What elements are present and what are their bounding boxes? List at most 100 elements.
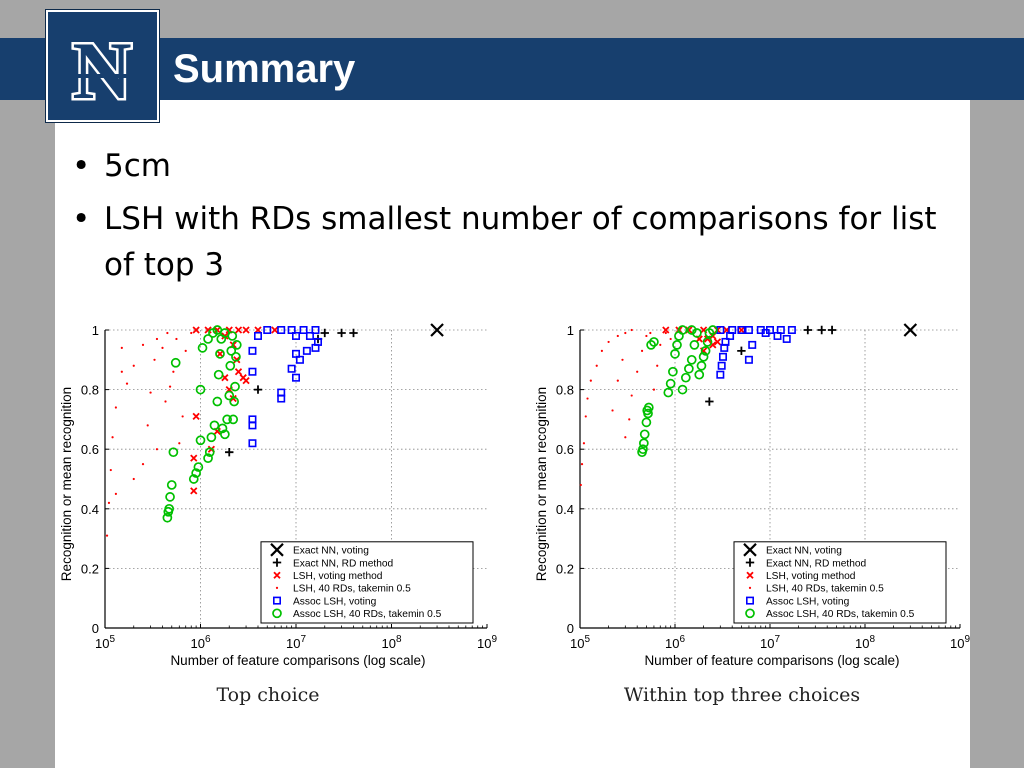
data-point (120, 346, 123, 349)
data-point (220, 429, 230, 440)
legend-label: LSH, 40 RDs, takemin 0.5 (293, 584, 411, 595)
data-point (665, 378, 676, 389)
x-tick-label: 107 (760, 634, 780, 651)
legend-marker (745, 558, 755, 567)
data-point (141, 463, 145, 466)
data-point (761, 328, 770, 337)
data-point (305, 331, 314, 340)
slide-body (55, 100, 970, 768)
data-point (178, 442, 181, 445)
data-point (225, 447, 234, 457)
data-point (228, 414, 239, 425)
y-tick-label: 0.8 (556, 383, 574, 398)
x-tick-label: 109 (477, 634, 497, 651)
data-point (737, 325, 746, 334)
data-point (149, 391, 152, 394)
data-point (164, 400, 167, 403)
data-point (132, 364, 135, 367)
data-point (206, 432, 217, 443)
data-point (172, 370, 175, 373)
data-point (630, 394, 633, 397)
data-point (686, 325, 697, 335)
data-point (105, 534, 109, 537)
y-tick-label: 0.4 (81, 502, 99, 517)
data-point (181, 415, 184, 418)
data-point (639, 429, 650, 440)
data-point (903, 323, 918, 337)
data-point (287, 364, 296, 373)
data-point (190, 487, 198, 495)
data-point (707, 325, 718, 335)
data-point (277, 394, 286, 403)
data-point (215, 348, 225, 359)
legend-marker (748, 586, 752, 589)
figure-caption: Within top three choices (624, 684, 860, 706)
data-point (677, 384, 688, 395)
legend-label: LSH, voting method (766, 571, 856, 582)
page-title: Summary (173, 47, 356, 91)
data-point (705, 397, 714, 406)
data-point (165, 492, 175, 502)
data-point (166, 480, 177, 490)
data-point (155, 337, 159, 341)
data-point (125, 382, 129, 385)
y-tick-label: 0 (92, 621, 99, 636)
data-point (694, 369, 705, 380)
x-tick-label: 105 (570, 634, 590, 651)
data-point (669, 337, 672, 341)
data-point (744, 325, 753, 334)
data-point (213, 326, 221, 334)
data-point (197, 343, 208, 353)
data-point (600, 349, 603, 352)
data-point (234, 368, 243, 376)
data-point (692, 328, 702, 338)
data-point (700, 346, 711, 356)
chart-top-choice: 105 106 107 108 109 0 0.2 0.4 0.6 0.8 1 Number of f… (59, 323, 497, 706)
data-point (680, 372, 691, 383)
university-logo: N (46, 10, 159, 122)
legend-box (733, 541, 947, 624)
data-point (579, 483, 582, 487)
data-point (773, 331, 782, 340)
y-tick-label: 0 (567, 621, 574, 636)
data-point (311, 325, 320, 334)
data-point (717, 361, 726, 370)
data-point (720, 343, 729, 352)
data-point (630, 328, 633, 332)
chart-top-three: 105 106 107 108 109 0 0.2 0.4 0.6 0.8 1 Number of f… (534, 323, 970, 706)
data-point (195, 435, 206, 446)
figure: 105 106 107 108 109 0 0.2 0.4 0.6 0.8 1 Number of f… (59, 323, 970, 706)
legend-label: Assoc LSH, voting (293, 596, 377, 607)
data-point (191, 468, 201, 478)
data-point (248, 439, 257, 448)
data-point (213, 369, 224, 380)
data-point (299, 325, 308, 334)
y-tick-label: 0.2 (556, 561, 574, 576)
data-point (643, 408, 653, 419)
data-point (162, 512, 173, 523)
data-point (337, 328, 346, 338)
data-point (161, 346, 164, 349)
data-point (586, 397, 589, 400)
x-axis-label: Number of feature comparisons (log scale… (644, 653, 899, 668)
data-point (582, 442, 586, 445)
legend-marker (273, 571, 281, 579)
data-point (672, 340, 682, 350)
data-point (107, 501, 111, 504)
data-point (224, 390, 235, 401)
data-point (226, 346, 237, 356)
data-point (109, 468, 112, 472)
data-point (595, 364, 598, 367)
legend-marker (270, 543, 284, 557)
data-point (132, 477, 135, 481)
data-point (230, 381, 240, 392)
data-point (114, 492, 117, 495)
data-point (649, 331, 652, 335)
legend-label: Assoc LSH, 40 RDs, takemin 0.5 (766, 609, 915, 620)
x-tick-label: 105 (95, 634, 115, 651)
data-point (111, 436, 114, 439)
data-point (220, 328, 230, 338)
data-point (222, 414, 232, 425)
